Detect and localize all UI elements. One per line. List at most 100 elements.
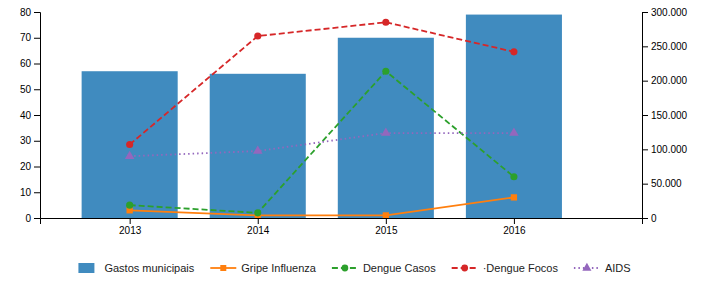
- legend-label: ·Dengue Focos: [483, 262, 559, 274]
- bar-series: [82, 15, 562, 218]
- tick: 70: [20, 32, 40, 43]
- tick-label: 70: [20, 32, 32, 43]
- tick-mark: [34, 64, 40, 65]
- legend-item: ·Dengue Focos: [452, 262, 559, 274]
- legend-item: AIDS: [574, 262, 631, 274]
- x-axis: 2013 2014 2015 2016: [41, 218, 643, 236]
- legend-label: AIDS: [605, 262, 631, 274]
- legend-marker: [220, 265, 226, 271]
- tick-mark: [130, 218, 131, 224]
- legend: Gastos municipais Gripe Influenza Dengue C…: [78, 262, 630, 274]
- tick-label: 2013: [119, 225, 142, 236]
- tick-mark: [514, 218, 515, 224]
- line: [130, 197, 514, 215]
- legend-label: Gastos municipais: [104, 262, 194, 274]
- tick: 2013: [119, 218, 142, 236]
- tick-mark: [642, 218, 648, 219]
- marker: [254, 32, 261, 39]
- y2-axis: 0 50.000 100.000 150.000 200.000 250.000 300.0…: [642, 7, 688, 224]
- line: [130, 22, 514, 144]
- tick-mark: [34, 89, 40, 90]
- tick-mark: [34, 115, 40, 116]
- tick-label: 100.000: [651, 144, 688, 155]
- tick-mark: [34, 192, 40, 193]
- y-axis: 0 10 20 30 40 50 60 70 80: [20, 7, 41, 224]
- tick-mark: [642, 184, 648, 185]
- tick-mark: [34, 141, 40, 142]
- marker: [382, 68, 389, 75]
- marker: [125, 151, 135, 159]
- chart: 2013 2014 2015 2016 0 10 20 30 40 50 60 70 80 0 50.000…: [0, 0, 704, 282]
- bar: [466, 15, 562, 218]
- tick-label: 200.000: [651, 75, 688, 86]
- marker: [126, 202, 133, 209]
- tick: 10: [20, 187, 40, 198]
- tick: 40: [20, 110, 40, 121]
- marks: [82, 15, 562, 218]
- bar: [82, 71, 178, 218]
- line: [130, 133, 514, 156]
- tick-label: 20: [20, 161, 32, 172]
- tick-label: 80: [20, 7, 32, 18]
- tick-label: 10: [20, 187, 32, 198]
- tick: 0: [642, 213, 657, 224]
- line: [130, 71, 514, 213]
- marker: [381, 127, 391, 135]
- tick-label: 60: [20, 58, 32, 69]
- line-series: [126, 19, 517, 148]
- tick: 50.000: [642, 178, 682, 189]
- legend-item: Dengue Casos: [332, 262, 436, 274]
- line-series: [126, 68, 517, 217]
- legend-label: Dengue Casos: [363, 262, 436, 274]
- marker: [254, 209, 261, 216]
- axis-line: [643, 13, 649, 219]
- tick-label: 2016: [503, 225, 526, 236]
- marker: [511, 194, 517, 200]
- tick-label: 2015: [375, 225, 398, 236]
- tick-mark: [642, 149, 648, 150]
- marker: [382, 19, 389, 26]
- axis-line: [34, 13, 41, 219]
- tick: 150.000: [642, 110, 688, 121]
- tick-label: 0: [25, 213, 31, 224]
- tick: 60: [20, 58, 40, 69]
- tick-label: 250.000: [651, 41, 688, 52]
- tick: 30: [20, 135, 40, 146]
- legend-item: Gastos municipais: [78, 262, 194, 274]
- tick-label: 40: [20, 110, 32, 121]
- tick-label: 30: [20, 135, 32, 146]
- tick-label: 2014: [247, 225, 270, 236]
- tick-mark: [34, 218, 40, 219]
- legend-label: Gripe Influenza: [241, 262, 316, 274]
- line-series: [125, 127, 519, 158]
- tick-mark: [642, 115, 648, 116]
- bar: [338, 38, 434, 218]
- tick: 250.000: [642, 41, 688, 52]
- tick: 2016: [503, 218, 526, 236]
- tick: 2015: [375, 218, 398, 236]
- tick: 50: [20, 84, 40, 95]
- marker: [510, 173, 517, 180]
- tick: 80: [20, 7, 40, 18]
- tick-label: 50.000: [651, 178, 682, 189]
- marker: [126, 141, 133, 148]
- line-series: [126, 194, 517, 218]
- tick-mark: [34, 38, 40, 39]
- tick: 300.000: [642, 7, 688, 18]
- tick-mark: [642, 46, 648, 47]
- tick: 20: [20, 161, 40, 172]
- tick-mark: [258, 218, 259, 224]
- tick-mark: [386, 218, 387, 224]
- plot-root: 2013 2014 2015 2016 0 10 20 30 40 50 60 70 80 0 50.000…: [20, 7, 688, 236]
- tick-mark: [34, 12, 40, 13]
- legend-marker: [461, 265, 468, 272]
- legend-marker: [342, 265, 349, 272]
- tick-mark: [642, 81, 648, 82]
- tick-label: 50: [20, 84, 32, 95]
- legend-swatch: [78, 263, 94, 273]
- tick-mark: [34, 167, 40, 168]
- legend-item: Gripe Influenza: [210, 262, 316, 274]
- tick-label: 0: [651, 213, 657, 224]
- tick: 0: [25, 213, 40, 224]
- marker: [253, 146, 263, 154]
